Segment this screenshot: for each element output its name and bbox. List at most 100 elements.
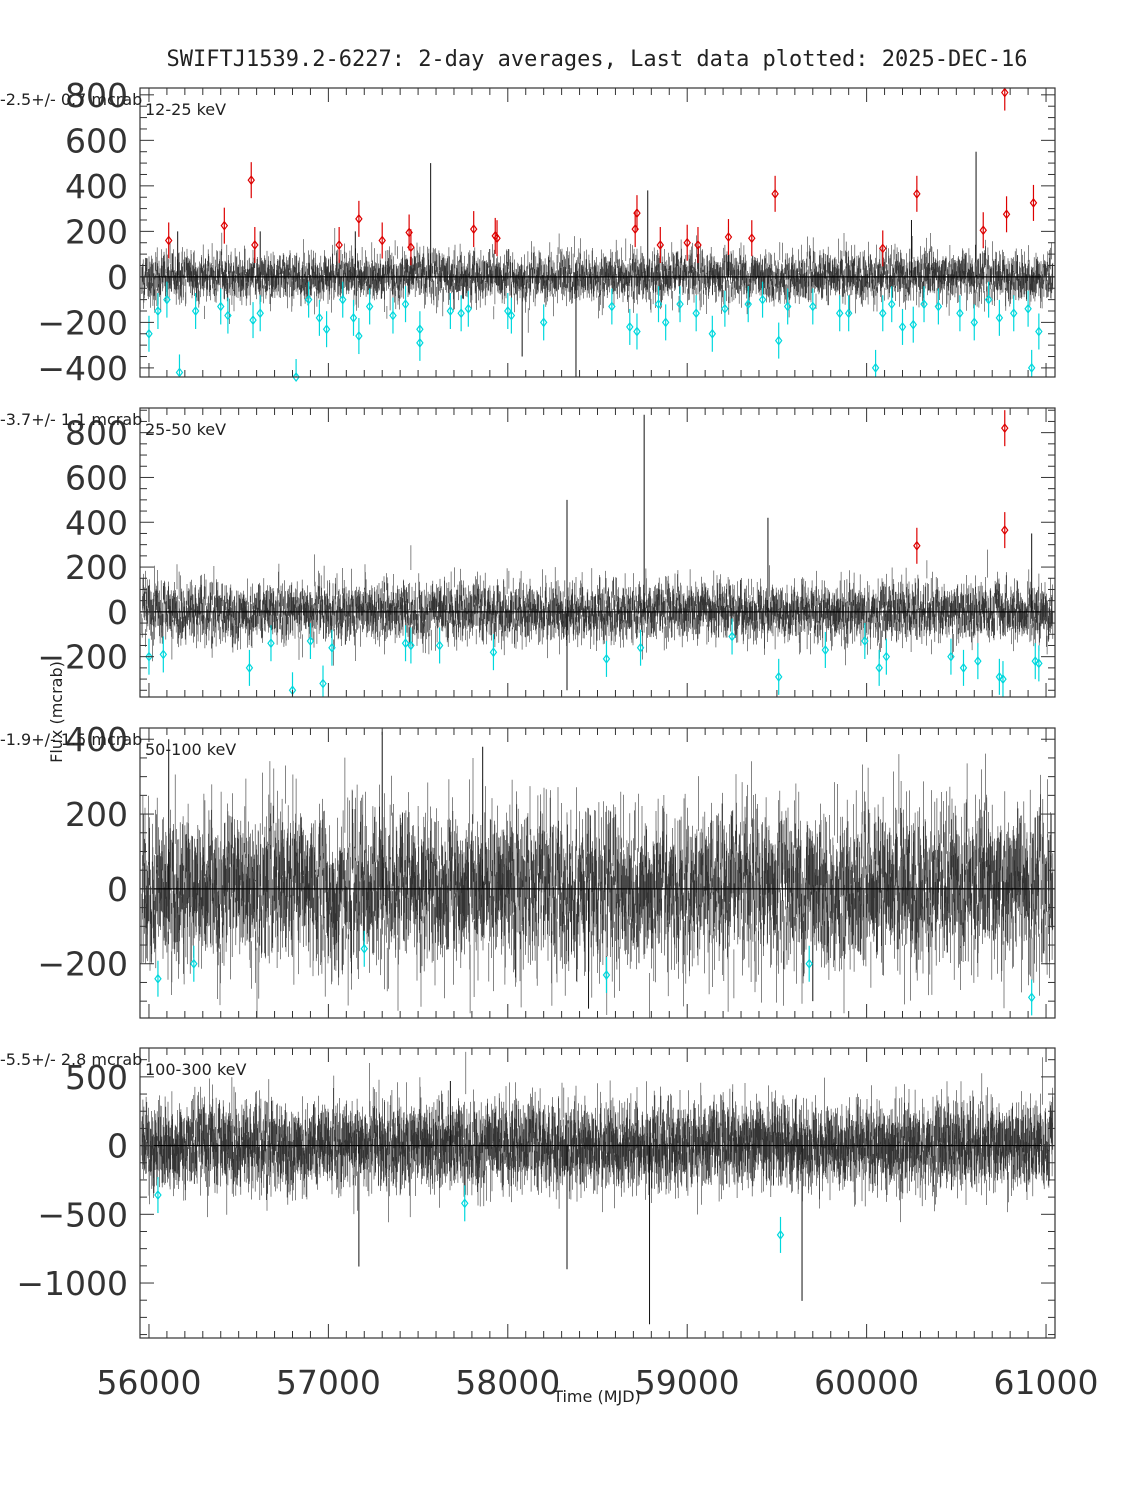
y-tick-label: 0	[107, 258, 128, 297]
negative-outlier-point-marker	[995, 312, 1004, 323]
negative-outlier-point-marker	[984, 294, 993, 305]
positive-outlier-point	[407, 229, 415, 266]
negative-outlier-point-marker	[633, 326, 641, 337]
negative-outlier-point	[999, 661, 1007, 697]
panel-band-label: 12-25 keV	[145, 100, 226, 119]
negative-outlier-point	[365, 288, 374, 325]
negative-outlier-point	[956, 295, 964, 332]
negative-outlier-point	[783, 288, 792, 325]
negative-outlier-point-marker	[809, 301, 817, 312]
positive-outlier-point	[913, 175, 921, 212]
negative-outlier-point-marker	[1031, 656, 1040, 667]
negative-outlier-point	[871, 349, 880, 377]
negative-outlier-point-marker	[460, 1198, 469, 1209]
noise-errorbars	[141, 545, 1054, 666]
negative-outlier-point	[154, 1177, 162, 1214]
negative-outlier-point-marker	[407, 640, 415, 651]
positive-outlier-point-marker	[633, 208, 641, 219]
positive-outlier-point-marker	[879, 243, 887, 254]
negative-outlier-point-marker	[489, 647, 498, 658]
negative-outlier-point-marker	[783, 301, 792, 312]
negative-outlier-point-marker	[920, 299, 928, 310]
negative-outlier-point-marker	[401, 638, 410, 649]
negative-outlier-point	[190, 945, 198, 982]
positive-outlier-point	[979, 212, 987, 249]
panel-mean-text: -3.7+/- 1.1 mcrab	[0, 410, 142, 429]
x-tick-label: 56000	[96, 1363, 201, 1402]
positive-outlier-point	[164, 222, 173, 259]
negative-outlier-point-marker	[999, 674, 1007, 685]
negative-outlier-point-marker	[1024, 303, 1032, 314]
negative-outlier-point	[744, 286, 752, 323]
negative-outlier-point	[1031, 643, 1040, 680]
negative-outlier-point	[654, 286, 663, 323]
noise-errorbars	[141, 228, 1054, 333]
y-tick-label: 600	[65, 458, 128, 497]
negative-outlier-point-marker	[145, 651, 153, 662]
negative-outlier-point	[315, 299, 324, 336]
negative-outlier-point-marker	[249, 315, 257, 326]
positive-outlier-point	[694, 227, 702, 264]
positive-outlier-point-marker	[656, 240, 665, 251]
negative-outlier-point-marker	[774, 335, 783, 346]
negative-outlier-point	[159, 636, 168, 673]
x-tick-label: 57000	[276, 1363, 381, 1402]
negative-outlier-point	[809, 288, 817, 325]
negative-outlier-point	[776, 1216, 785, 1253]
y-tick-label: 800	[65, 76, 128, 115]
positive-outlier-point	[251, 227, 259, 264]
negative-outlier-point-marker	[1035, 658, 1043, 669]
negative-outlier-point-marker	[934, 301, 943, 312]
negative-outlier-point-marker	[306, 635, 315, 646]
y-tick-label: −400	[37, 349, 128, 388]
negative-outlier-point-marker	[835, 308, 844, 319]
negative-outlier-point	[821, 631, 830, 668]
panel-frame	[139, 727, 1056, 1019]
positive-outlier-point	[1001, 410, 1009, 447]
negative-outlier-point-marker	[154, 973, 162, 984]
panel-band-label: 50-100 keV	[145, 740, 236, 759]
positive-outlier-point-marker	[1002, 209, 1011, 220]
negative-outlier-point-marker	[365, 301, 374, 312]
y-tick-label: 200	[65, 548, 128, 587]
negative-outlier-point-marker	[608, 301, 616, 312]
negative-outlier-point	[489, 634, 498, 671]
panel-band-label: 100-300 keV	[145, 1060, 246, 1079]
negative-outlier-point-marker	[163, 294, 171, 305]
negative-outlier-point-marker	[758, 294, 767, 305]
negative-outlier-point	[245, 649, 254, 686]
negative-outlier-point	[959, 649, 968, 686]
positive-outlier-point	[748, 220, 756, 257]
negative-outlier-point-marker	[319, 678, 327, 689]
noise-errorbars	[141, 1051, 1054, 1223]
positive-outlier-point-marker	[247, 175, 255, 186]
panel-12-25-keV: −400 −200 0 200 400 600 800-2.5+/- 0.7 mcrab12…	[0, 76, 1056, 388]
negative-outlier-point-marker	[744, 299, 752, 310]
positive-outlier-point-marker	[724, 232, 733, 243]
positive-outlier-point-marker	[748, 233, 756, 244]
x-tick-label: 58000	[455, 1363, 560, 1402]
negative-outlier-point	[338, 281, 347, 318]
negative-outlier-point-marker	[1027, 362, 1036, 373]
negative-outlier-point-marker	[887, 299, 896, 310]
positive-outlier-point	[493, 220, 501, 257]
negative-outlier-point	[1009, 295, 1018, 332]
negative-outlier-point	[267, 625, 275, 662]
negative-outlier-point-marker	[861, 635, 869, 646]
y-tick-label: 400	[65, 720, 128, 759]
negative-outlier-point	[504, 293, 512, 330]
negative-outlier-point-marker	[224, 310, 232, 321]
negative-outlier-point	[774, 322, 783, 359]
negative-outlier-point	[633, 313, 641, 350]
negative-outlier-point	[322, 311, 331, 348]
x-tick-label: 60000	[814, 1363, 919, 1402]
negative-outlier-point-marker	[154, 306, 162, 317]
negative-outlier-point	[887, 286, 896, 323]
positive-outlier-point	[335, 227, 343, 264]
negative-outlier-point-marker	[216, 301, 225, 312]
negative-outlier-point-marker	[970, 317, 979, 328]
negative-outlier-point	[844, 295, 853, 332]
negative-outlier-point-marker	[360, 943, 369, 954]
